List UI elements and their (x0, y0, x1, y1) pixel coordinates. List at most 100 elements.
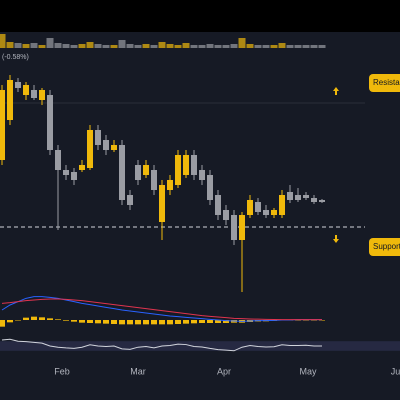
macd-histogram-bar (23, 317, 29, 320)
candle-body (47, 95, 53, 150)
candle-body (287, 192, 293, 200)
candle-body (39, 90, 45, 100)
volume-bar (46, 38, 54, 48)
volume-bar (0, 34, 6, 48)
candle-body (167, 180, 173, 190)
macd-histogram-bar (55, 319, 61, 320)
macd-histogram-bar (183, 320, 189, 324)
volume-bar (30, 43, 38, 48)
macd-histogram-bar (119, 320, 125, 325)
x-tick-label: Jun (391, 366, 400, 376)
candle-body (143, 165, 149, 175)
level-label: Resistance (373, 78, 400, 87)
macd-histogram-bar (143, 320, 149, 325)
macd-histogram-bar (135, 320, 141, 325)
macd-histogram-bar (47, 318, 53, 320)
volume-bar (238, 38, 246, 48)
candle-body (151, 170, 157, 190)
macd-histogram-bar (79, 320, 85, 323)
volume-bar (214, 45, 222, 48)
candle-body (7, 80, 13, 120)
macd-histogram-bar (39, 317, 45, 320)
macd-histogram-bar (103, 320, 109, 324)
level-label-box (369, 74, 400, 92)
candle-body (15, 82, 21, 88)
macd-histogram-bar (175, 320, 181, 324)
volume-bar (246, 44, 254, 48)
candle-body (79, 165, 85, 170)
macd-histogram-bar (191, 320, 197, 324)
volume-bar (118, 40, 126, 48)
volume-bar (102, 45, 110, 48)
candle-body (271, 210, 277, 215)
macd-histogram-bar (311, 320, 317, 321)
volume-bar (230, 44, 238, 48)
macd-histogram-bar (215, 320, 221, 323)
volume-bar (254, 45, 262, 48)
volume-bar (110, 45, 118, 48)
volume-bar (174, 45, 182, 48)
volume-bar (262, 45, 270, 48)
level-arrow (333, 235, 339, 243)
candle-body (311, 198, 317, 202)
macd-histogram-bar (159, 320, 165, 325)
macd-histogram-bar (87, 320, 93, 323)
change-label: (-0.58%) (2, 54, 29, 61)
macd-histogram-bar (207, 320, 213, 323)
top-bar (0, 0, 400, 32)
volume-bar (150, 45, 158, 48)
rsi-line (1, 338, 322, 352)
volume-bar (182, 43, 190, 48)
candle-body (231, 215, 237, 240)
volume-bar (302, 45, 310, 48)
macd-histogram-bar (15, 320, 21, 321)
macd-histogram-bar (319, 320, 325, 321)
candle-body (135, 165, 141, 180)
volume-bar (78, 44, 86, 48)
macd-histogram-bar (31, 316, 37, 320)
level-label-box (369, 238, 400, 256)
macd-histogram-bar (167, 320, 173, 325)
volume-bar (22, 44, 30, 48)
volume-bar (62, 44, 70, 48)
macd-histogram-bar (63, 320, 69, 321)
volume-bar (14, 43, 22, 48)
volume-bar (310, 45, 318, 48)
candle-body (111, 145, 117, 150)
candle-body (23, 85, 29, 95)
candle-body (159, 185, 165, 222)
volume-bar (294, 45, 302, 48)
candle-body (71, 172, 77, 180)
candle-body (255, 202, 261, 212)
volume-bar (38, 45, 46, 48)
volume-bar (6, 42, 14, 48)
candle-body (175, 155, 181, 185)
volume-bar (190, 45, 198, 48)
macd-histogram-bar (295, 320, 301, 321)
macd-histogram-bar (95, 320, 101, 324)
macd-histogram-bar (199, 320, 205, 323)
volume-bar (86, 42, 94, 48)
level-label: Support (373, 242, 400, 251)
candle-body (247, 200, 253, 215)
candle-body (191, 155, 197, 175)
volume-bar (70, 45, 78, 48)
volume-bar (270, 45, 278, 48)
candle-body (207, 175, 213, 200)
candle-body (55, 150, 61, 170)
macd-histogram-bar (111, 320, 117, 324)
x-tick-label: Apr (217, 366, 231, 376)
candle-body (87, 130, 93, 168)
candle-body (95, 130, 101, 145)
macd-histogram-bar (0, 320, 5, 327)
macd-histogram-bar (303, 320, 309, 321)
volume-bar (142, 44, 150, 48)
macd-line (1, 296, 322, 322)
level-arrow (333, 87, 339, 95)
volume-bar (134, 45, 142, 48)
volume-bar (222, 45, 230, 48)
volume-bar (158, 42, 166, 48)
volume-bar (94, 44, 102, 48)
candle-body (183, 155, 189, 175)
